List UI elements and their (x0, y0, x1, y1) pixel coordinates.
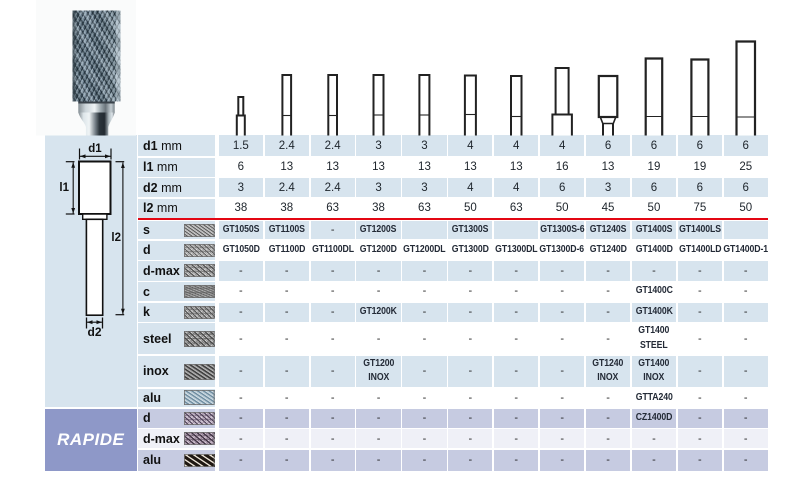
svg-text:d1: d1 (88, 143, 102, 155)
svg-text:d2: d2 (87, 325, 101, 339)
svg-text:l1: l1 (59, 182, 69, 194)
svg-text:l2: l2 (111, 232, 121, 244)
